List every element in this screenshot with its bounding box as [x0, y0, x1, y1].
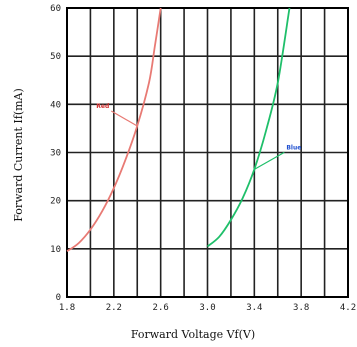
series-label-blue: Blue: [286, 144, 301, 151]
grid: [66, 7, 349, 298]
tick-labels: 1.8 2.2 2.6 3.0 3.4 3.8 4.2 0 10 20 30 40 50 60: [50, 4, 356, 313]
series-label-red: Red: [96, 103, 109, 110]
x-tick-label: 3.8: [293, 303, 309, 313]
x-tick-label: 1.8: [59, 303, 75, 313]
x-tick-label: 2.6: [153, 303, 169, 313]
series-line-blue: [206, 7, 291, 248]
series-leader-red: [110, 110, 138, 127]
series-group: Red Blue: [66, 7, 301, 252]
x-tick-label: 3.0: [199, 303, 215, 313]
x-axis-label: Forward Voltage Vf(V): [131, 328, 255, 341]
x-tick-label: 4.2: [340, 303, 356, 313]
y-tick-label: 10: [50, 245, 61, 255]
plot-border: [66, 7, 349, 298]
series-leader-blue: [254, 151, 285, 170]
x-tick-label: 3.4: [246, 303, 262, 313]
x-tick-label: 2.2: [106, 303, 122, 313]
y-axis-label: Forward Current If(mA): [12, 88, 25, 222]
y-tick-label: 30: [50, 149, 61, 159]
y-tick-label: 0: [56, 293, 61, 303]
y-tick-label: 20: [50, 197, 61, 207]
y-tick-label: 40: [50, 100, 61, 110]
y-tick-label: 50: [50, 52, 61, 62]
series-line-red: [66, 7, 162, 252]
plot-frame: [66, 7, 349, 298]
y-tick-label: 60: [50, 4, 61, 14]
